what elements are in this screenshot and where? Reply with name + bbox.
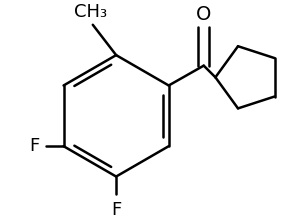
Text: F: F (111, 201, 121, 219)
Text: CH₃: CH₃ (74, 3, 107, 21)
Text: F: F (29, 137, 39, 155)
Text: O: O (196, 5, 212, 24)
